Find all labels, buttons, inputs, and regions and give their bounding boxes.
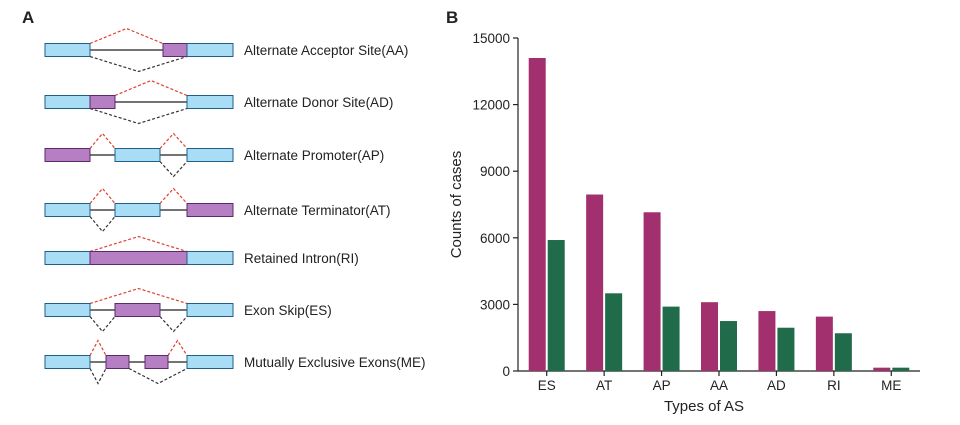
x-tick-label: AT bbox=[596, 378, 612, 393]
x-tick-label: ME bbox=[881, 378, 901, 393]
splice-arc-upper bbox=[89, 339, 107, 356]
splice-arc-upper bbox=[167, 339, 188, 356]
constitutive-exon bbox=[114, 148, 161, 162]
constitutive-exon bbox=[44, 355, 91, 369]
x-tick-label: AP bbox=[653, 378, 671, 393]
alternative-exon bbox=[105, 355, 130, 369]
splicing-event: Alternate Terminator(AT) bbox=[44, 187, 391, 233]
panel-a-label: A bbox=[22, 8, 35, 27]
splicing-diagram: Alternate Acceptor Site(AA) Alternate Don… bbox=[44, 27, 426, 385]
alternative-exon bbox=[89, 95, 116, 109]
bar bbox=[873, 367, 891, 371]
y-tick-label: 9000 bbox=[480, 164, 510, 179]
splice-arc-upper bbox=[159, 132, 188, 149]
event-label: Retained Intron(RI) bbox=[244, 251, 359, 266]
x-tick-label: AD bbox=[767, 378, 786, 393]
constitutive-exon bbox=[44, 203, 91, 217]
event-label: Exon Skip(ES) bbox=[244, 303, 332, 318]
bar bbox=[720, 321, 737, 371]
constitutive-exon bbox=[186, 251, 234, 265]
splice-arc-lower bbox=[89, 216, 116, 233]
splice-arc-upper bbox=[89, 27, 164, 45]
constitutive-exon bbox=[186, 355, 234, 369]
event-label: Alternate Donor Site(AD) bbox=[244, 95, 393, 110]
bar bbox=[643, 212, 661, 371]
bar bbox=[758, 311, 776, 371]
bar bbox=[815, 316, 833, 371]
alternative-exon bbox=[114, 303, 161, 317]
event-label: Alternate Terminator(AT) bbox=[244, 203, 391, 218]
y-tick-label: 6000 bbox=[480, 231, 510, 246]
y-tick-label: 15000 bbox=[472, 31, 510, 46]
splicing-event: Alternate Acceptor Site(AA) bbox=[44, 27, 408, 73]
constitutive-exon bbox=[186, 95, 234, 109]
alternative-exon bbox=[144, 355, 169, 369]
splicing-event: Exon Skip(ES) bbox=[44, 287, 332, 333]
alternative-exon bbox=[44, 148, 91, 162]
y-tick-label: 0 bbox=[502, 364, 510, 379]
splice-arc-lower bbox=[159, 161, 188, 178]
x-tick-label: RI bbox=[827, 378, 841, 393]
bar bbox=[834, 333, 852, 371]
splice-arc-lower bbox=[89, 55, 188, 73]
bar bbox=[701, 302, 718, 371]
constitutive-exon bbox=[186, 43, 234, 57]
splice-arc-lower bbox=[159, 316, 188, 333]
bar bbox=[547, 240, 565, 371]
bar bbox=[528, 57, 546, 371]
bar bbox=[892, 367, 910, 371]
splicing-event: Alternate Donor Site(AD) bbox=[44, 79, 393, 125]
constitutive-exon bbox=[44, 303, 91, 317]
event-label: Alternate Promoter(AP) bbox=[244, 148, 384, 163]
splice-arc-upper bbox=[89, 132, 116, 149]
splice-arc-lower bbox=[89, 368, 107, 385]
splice-arc-upper bbox=[114, 79, 188, 97]
splice-arc-upper bbox=[89, 235, 188, 253]
splicing-event: Mutually Exclusive Exons(ME) bbox=[44, 339, 426, 385]
splice-arc-lower bbox=[89, 107, 188, 125]
splice-arc-upper bbox=[89, 187, 116, 204]
constitutive-exon bbox=[44, 43, 91, 57]
splice-arc-upper bbox=[89, 287, 188, 305]
bar bbox=[605, 293, 623, 371]
event-label: Alternate Acceptor Site(AA) bbox=[244, 43, 408, 58]
event-label: Mutually Exclusive Exons(ME) bbox=[244, 355, 426, 370]
splicing-event: Alternate Promoter(AP) bbox=[44, 132, 384, 178]
panel-b-label: B bbox=[446, 8, 459, 27]
constitutive-exon bbox=[186, 303, 234, 317]
splice-arc-lower bbox=[128, 367, 188, 385]
splice-arc-lower bbox=[89, 316, 116, 333]
y-tick-label: 12000 bbox=[472, 98, 510, 113]
splice-arc-upper bbox=[159, 187, 188, 204]
splicing-event: Retained Intron(RI) bbox=[44, 235, 359, 266]
constitutive-exon bbox=[186, 148, 234, 162]
alternative-exon bbox=[186, 203, 234, 217]
bar bbox=[777, 327, 795, 371]
x-tick-label: ES bbox=[538, 378, 556, 393]
y-axis-label: Counts of cases bbox=[448, 151, 465, 259]
x-tick-label: AA bbox=[710, 378, 728, 393]
x-axis-label: Types of AS bbox=[664, 398, 744, 415]
constitutive-exon bbox=[114, 203, 161, 217]
y-tick-label: 3000 bbox=[480, 297, 510, 312]
bar bbox=[662, 306, 680, 371]
bar bbox=[586, 194, 604, 371]
